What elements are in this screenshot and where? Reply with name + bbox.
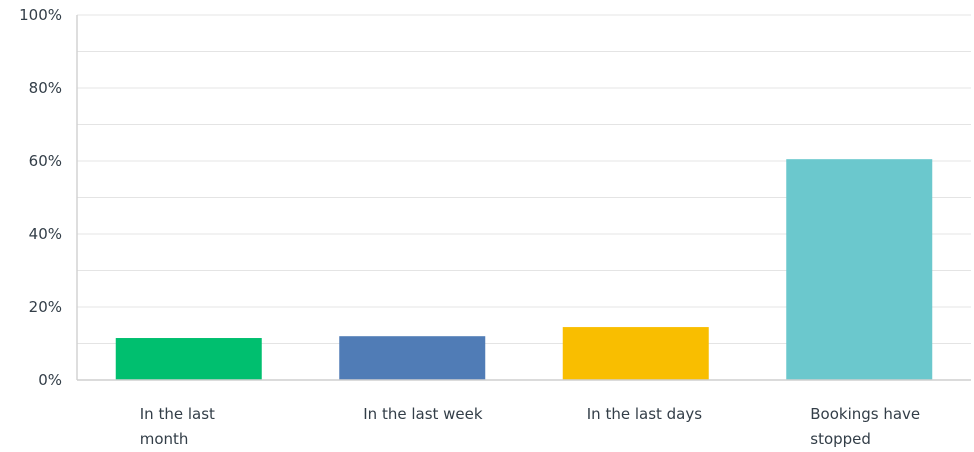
x-category-label-line: In the last days bbox=[587, 405, 702, 423]
x-category-label: Bookings have stopped bbox=[810, 405, 920, 448]
bar bbox=[115, 338, 262, 380]
y-tick-label: 60% bbox=[29, 152, 62, 170]
x-category-label-line: In the last week bbox=[363, 405, 483, 423]
y-tick-label: 40% bbox=[29, 225, 62, 243]
y-tick-label: 80% bbox=[29, 79, 62, 97]
x-category-label-line: stopped bbox=[810, 430, 871, 448]
y-tick-label: 0% bbox=[38, 371, 62, 389]
x-category-label-line: month bbox=[140, 430, 189, 448]
x-category-label-line: In the last bbox=[140, 405, 215, 423]
x-category-label-line: Bookings have bbox=[810, 405, 920, 423]
x-category-label: In the last month bbox=[140, 405, 215, 448]
x-category-label: In the last week bbox=[363, 405, 483, 423]
bar bbox=[339, 336, 486, 380]
bar bbox=[786, 159, 933, 380]
y-tick-label: 20% bbox=[29, 298, 62, 316]
bar bbox=[562, 327, 709, 380]
x-category-label: In the last days bbox=[587, 405, 702, 423]
y-tick-label: 100% bbox=[19, 6, 62, 24]
